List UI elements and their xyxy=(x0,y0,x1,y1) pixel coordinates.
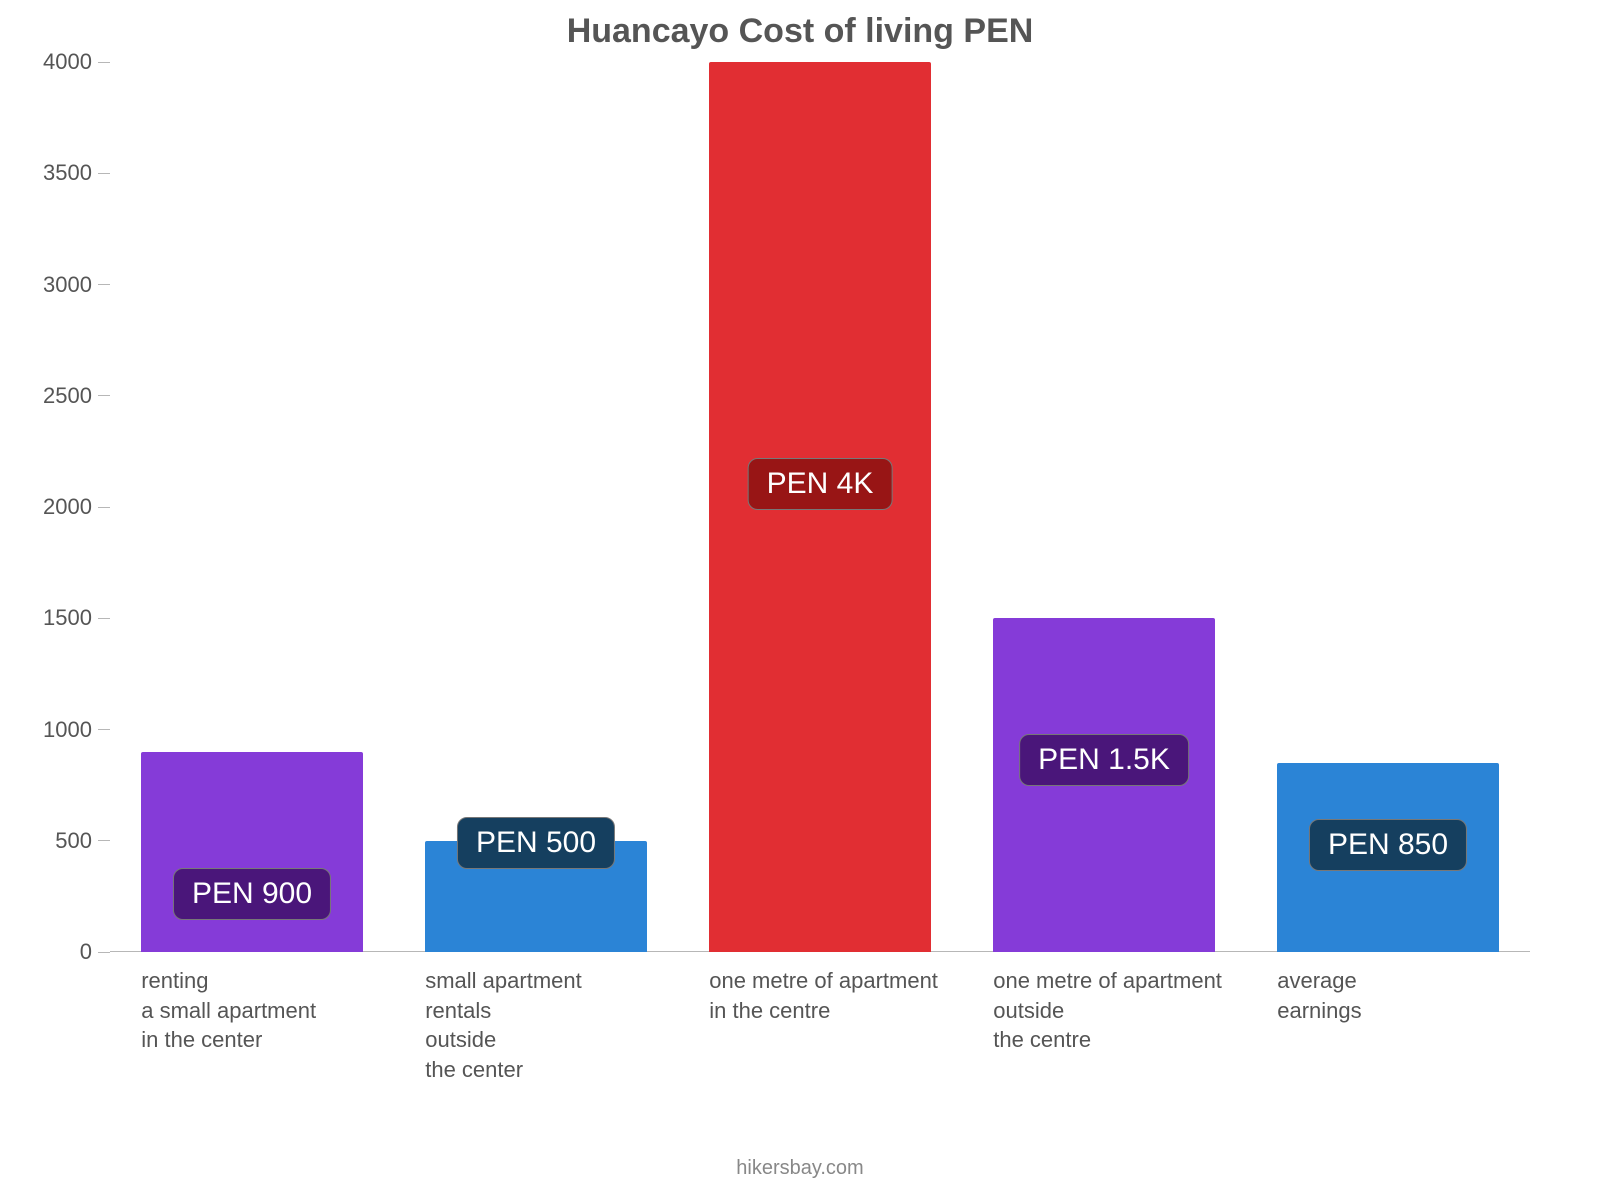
xtick-label: small apartment rentals outside the cent… xyxy=(425,966,687,1085)
bar-value-badge: PEN 1.5K xyxy=(1019,734,1189,786)
ytick-mark xyxy=(98,395,110,396)
bar-slot: PEN 900renting a small apartment in the … xyxy=(110,62,394,952)
ytick-label: 4000 xyxy=(43,49,92,75)
xtick-label: one metre of apartment in the centre xyxy=(709,966,971,1025)
ytick-label: 2000 xyxy=(43,494,92,520)
bar xyxy=(141,752,363,952)
ytick-label: 1500 xyxy=(43,605,92,631)
plot-area: 05001000150020002500300035004000PEN 900r… xyxy=(110,62,1530,952)
ytick-mark xyxy=(98,284,110,285)
ytick-mark xyxy=(98,62,110,63)
chart-title: Huancayo Cost of living PEN xyxy=(0,12,1600,51)
ytick-mark xyxy=(98,952,110,953)
ytick-mark xyxy=(98,173,110,174)
xtick-label: renting a small apartment in the center xyxy=(141,966,403,1055)
bar-slot: PEN 4Kone metre of apartment in the cent… xyxy=(678,62,962,952)
bar-slot: PEN 1.5Kone metre of apartment outside t… xyxy=(962,62,1246,952)
ytick-label: 3500 xyxy=(43,160,92,186)
bar-value-badge: PEN 500 xyxy=(457,817,615,869)
chart-credit: hikersbay.com xyxy=(0,1157,1600,1180)
chart-container: Huancayo Cost of living PEN 050010001500… xyxy=(0,0,1600,1200)
ytick-label: 3000 xyxy=(43,272,92,298)
ytick-label: 1000 xyxy=(43,717,92,743)
bar-value-badge: PEN 4K xyxy=(748,458,893,510)
ytick-label: 2500 xyxy=(43,383,92,409)
ytick-label: 500 xyxy=(55,828,92,854)
ytick-mark xyxy=(98,618,110,619)
ytick-mark xyxy=(98,840,110,841)
ytick-mark xyxy=(98,507,110,508)
bar-value-badge: PEN 900 xyxy=(173,868,331,920)
xtick-label: one metre of apartment outside the centr… xyxy=(993,966,1255,1055)
bar-slot: PEN 500small apartment rentals outside t… xyxy=(394,62,678,952)
ytick-label: 0 xyxy=(80,939,92,965)
ytick-mark xyxy=(98,729,110,730)
bar-value-badge: PEN 850 xyxy=(1309,819,1467,871)
bar-slot: PEN 850average earnings xyxy=(1246,62,1530,952)
xtick-label: average earnings xyxy=(1277,966,1539,1025)
